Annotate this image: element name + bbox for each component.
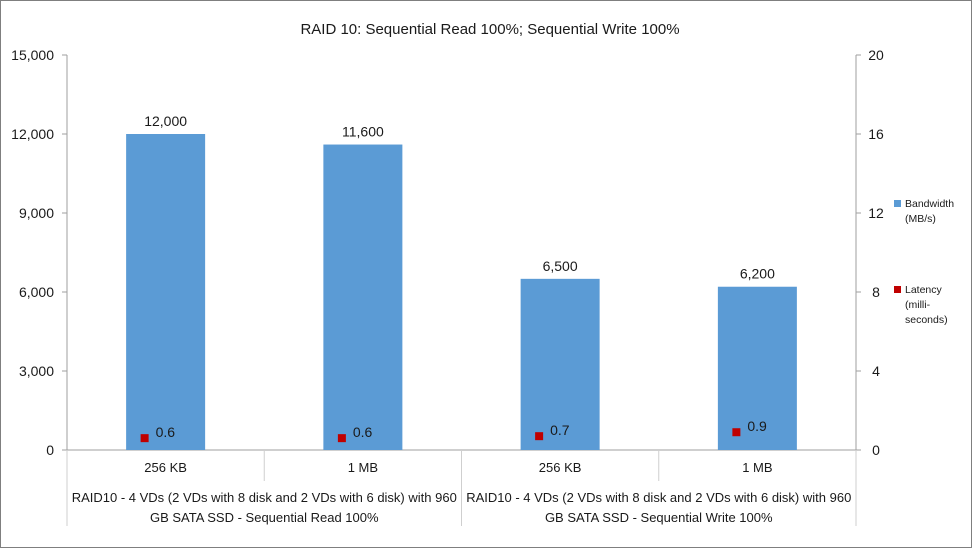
category-label: 1 MB <box>348 460 378 475</box>
group-label-line: GB SATA SSD - Sequential Read 100% <box>150 510 379 525</box>
legend-label: seconds) <box>905 314 948 326</box>
left-tick-label: 15,000 <box>11 47 54 63</box>
group-label: RAID10 - 4 VDs (2 VDs with 8 disk and 2 … <box>466 490 851 525</box>
right-tick-label: 12 <box>868 205 884 221</box>
right-tick-label: 20 <box>868 47 884 63</box>
bar-value-label: 6,200 <box>740 266 775 282</box>
latency-marker <box>732 428 741 437</box>
right-tick-label: 0 <box>872 442 880 458</box>
category-label: 256 KB <box>144 460 187 475</box>
bar <box>717 286 797 450</box>
bar-value-label: 6,500 <box>543 258 578 274</box>
group-label-line: RAID10 - 4 VDs (2 VDs with 8 disk and 2 … <box>466 490 851 505</box>
chart-title: RAID 10: Sequential Read 100%; Sequentia… <box>300 21 679 38</box>
legend-swatch <box>894 200 901 207</box>
latency-value-label: 0.6 <box>353 424 373 440</box>
left-tick-label: 6,000 <box>19 284 54 300</box>
group-label-line: RAID10 - 4 VDs (2 VDs with 8 disk and 2 … <box>72 490 457 505</box>
group-label-line: GB SATA SSD - Sequential Write 100% <box>545 510 773 525</box>
latency-marker <box>337 434 346 443</box>
right-tick-label: 8 <box>872 284 880 300</box>
bar <box>323 144 403 451</box>
latency-marker <box>140 434 149 443</box>
bar-value-label: 12,000 <box>144 113 187 129</box>
left-tick-label: 12,000 <box>11 126 54 142</box>
legend-label: (MB/s) <box>905 213 936 225</box>
latency-value-label: 0.9 <box>747 418 767 434</box>
latency-value-label: 0.7 <box>550 422 570 438</box>
bar <box>520 278 600 450</box>
latency-marker <box>535 432 544 441</box>
category-label: 1 MB <box>742 460 772 475</box>
bar-value-label: 11,600 <box>342 124 384 140</box>
legend-label: (milli- <box>905 299 931 311</box>
legend-label: Bandwidth <box>905 198 954 210</box>
left-tick-label: 0 <box>46 442 54 458</box>
right-tick-label: 16 <box>868 126 884 142</box>
legend-label: Latency <box>905 284 943 296</box>
left-tick-label: 3,000 <box>19 363 54 379</box>
bar <box>126 134 206 450</box>
group-label: RAID10 - 4 VDs (2 VDs with 8 disk and 2 … <box>72 490 457 525</box>
legend-swatch <box>894 286 901 293</box>
category-label: 256 KB <box>539 460 582 475</box>
left-tick-label: 9,000 <box>19 205 54 221</box>
latency-value-label: 0.6 <box>156 424 176 440</box>
right-tick-label: 4 <box>872 363 880 379</box>
